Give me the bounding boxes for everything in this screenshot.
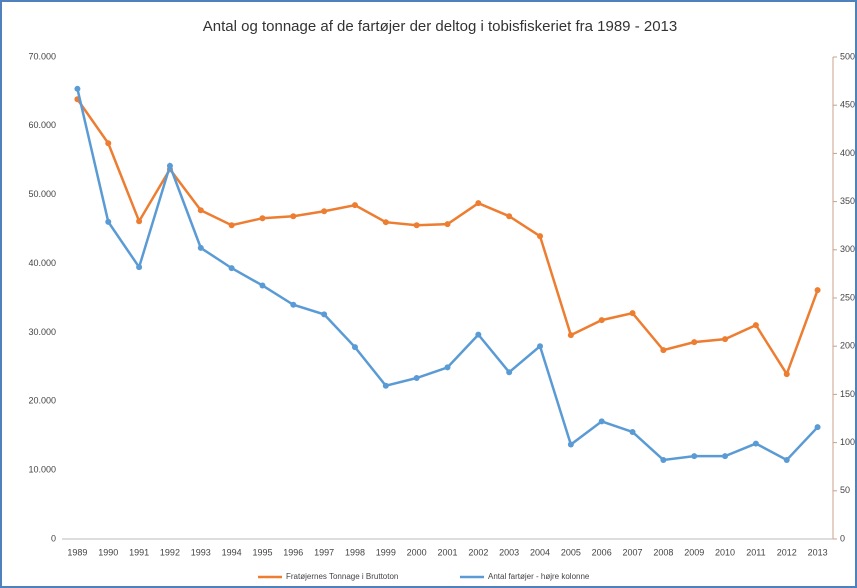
point — [382, 382, 389, 389]
point — [197, 244, 204, 251]
y2-tick-label: 150 — [840, 389, 855, 399]
y-tick-label: 70.000 — [28, 51, 56, 61]
point — [783, 456, 790, 463]
x-tick-label: 2008 — [653, 547, 673, 557]
point — [722, 453, 729, 460]
x-tick-label: 2001 — [437, 547, 457, 557]
point — [691, 453, 698, 460]
x-tick-label: 2000 — [407, 547, 427, 557]
x-tick-label: 2011 — [746, 547, 765, 557]
point — [752, 440, 759, 447]
x-tick-label: 1999 — [376, 547, 396, 557]
point — [629, 428, 636, 435]
point — [598, 418, 605, 425]
point — [259, 282, 266, 289]
point — [567, 332, 574, 339]
y-tick-label: 0 — [51, 533, 56, 543]
x-tick-label: 2012 — [777, 547, 797, 557]
x-tick-label: 2009 — [684, 547, 704, 557]
point — [691, 339, 698, 346]
y2-tick-label: 300 — [840, 244, 855, 254]
legend: Fratøjernes Tonnage i Bruttoton — [286, 572, 398, 581]
point — [228, 265, 235, 272]
point — [475, 331, 482, 338]
x-tick-label: 2002 — [468, 547, 488, 557]
point — [105, 218, 112, 225]
point — [105, 140, 112, 147]
point — [413, 375, 420, 382]
point — [598, 317, 605, 324]
point — [722, 336, 729, 343]
point — [259, 215, 266, 222]
point — [475, 200, 482, 207]
point — [321, 311, 328, 318]
x-tick-label: 1996 — [283, 547, 303, 557]
y2-tick-label: 50 — [840, 485, 850, 495]
point — [413, 222, 420, 229]
x-tick-label: 1997 — [314, 547, 334, 557]
chart-title: Antal og tonnage af de fartøjer der delt… — [203, 18, 677, 35]
point — [444, 364, 451, 371]
y2-tick-label: 0 — [840, 533, 845, 543]
point — [537, 343, 544, 350]
point — [228, 222, 235, 229]
point — [290, 213, 297, 220]
point — [506, 369, 513, 376]
x-tick-label: 2010 — [715, 547, 735, 557]
point — [351, 202, 358, 209]
point — [166, 162, 173, 169]
y2-tick-label: 200 — [840, 341, 855, 351]
point — [136, 264, 143, 271]
point — [660, 347, 667, 354]
y2-tick-label: 450 — [840, 100, 855, 110]
x-tick-label: 1991 — [129, 547, 149, 557]
x-tick-label: 1994 — [222, 547, 242, 557]
y-tick-label: 40.000 — [28, 258, 56, 268]
x-tick-label: 2004 — [530, 547, 550, 557]
x-tick-label: 2003 — [499, 547, 519, 557]
y-tick-label: 20.000 — [28, 396, 56, 406]
y2-tick-label: 500 — [840, 51, 855, 61]
x-tick-label: 2005 — [561, 547, 581, 557]
y-tick-label: 30.000 — [28, 327, 56, 337]
point — [537, 233, 544, 240]
y-tick-label: 10.000 — [28, 465, 56, 475]
x-tick-label: 1998 — [345, 547, 365, 557]
x-tick-label: 1993 — [191, 547, 211, 557]
x-tick-label: 1990 — [98, 547, 118, 557]
point — [567, 441, 574, 448]
x-tick-label: 2013 — [808, 547, 828, 557]
y-tick-label: 50.000 — [28, 189, 56, 199]
legend: Antal fartøjer - højre kolonne — [488, 572, 590, 581]
point — [444, 221, 451, 228]
point — [814, 424, 821, 431]
point — [74, 85, 81, 92]
y2-tick-label: 100 — [840, 437, 855, 447]
y2-tick-label: 400 — [840, 148, 855, 158]
point — [290, 301, 297, 308]
point — [351, 344, 358, 351]
point — [629, 310, 636, 317]
point — [752, 322, 759, 329]
point — [506, 213, 513, 220]
x-tick-label: 1992 — [160, 547, 180, 557]
point — [382, 219, 389, 226]
point — [814, 287, 821, 294]
x-tick-label: 2007 — [623, 547, 643, 557]
point — [197, 207, 204, 214]
x-tick-label: 2006 — [592, 547, 612, 557]
point — [321, 208, 328, 215]
y2-tick-label: 350 — [840, 196, 855, 206]
y2-tick-label: 250 — [840, 292, 855, 302]
point — [660, 456, 667, 463]
point — [783, 371, 790, 378]
x-tick-label: 1989 — [67, 547, 87, 557]
y-tick-label: 60.000 — [28, 120, 56, 130]
x-tick-label: 1995 — [252, 547, 272, 557]
point — [136, 218, 143, 225]
